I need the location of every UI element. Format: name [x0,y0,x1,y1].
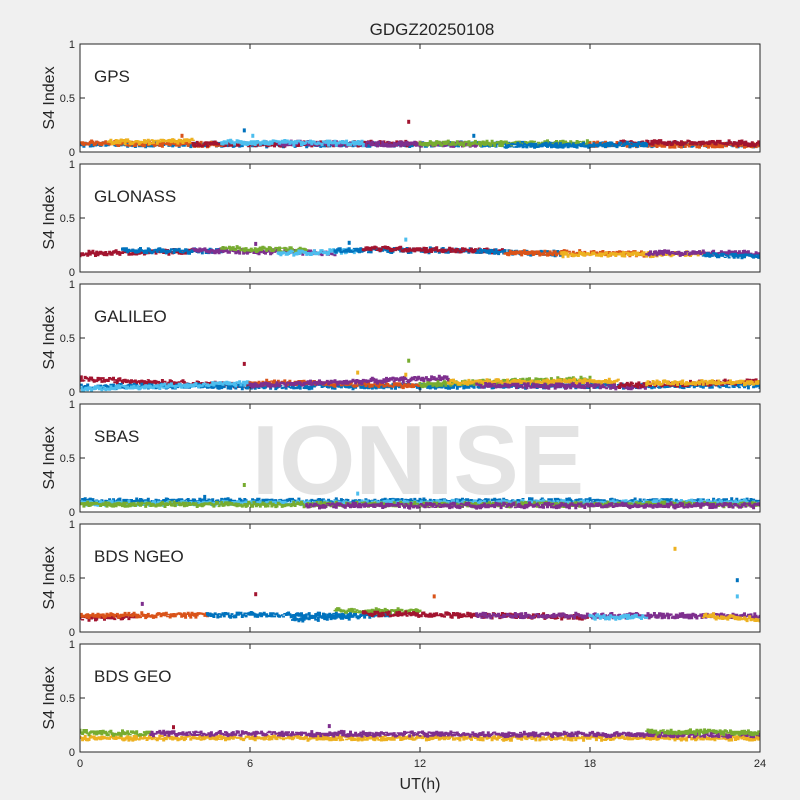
chart-title: GDGZ20250108 [370,20,495,39]
y-tick-label: 0.5 [60,93,75,105]
data-point [180,133,184,138]
data-point [432,594,436,599]
y-tick-label: 0 [69,387,75,399]
x-axis-label: UT(h) [400,776,441,793]
series-trace [305,501,760,510]
panel-label: BDS NGEO [94,547,184,566]
panel-label: GPS [94,67,130,86]
y-tick-label: 0 [69,747,75,759]
panel-label: GALILEO [94,307,167,326]
y-tick-label: 0 [69,627,75,639]
series-trace [248,374,450,389]
y-axis-label: S4 Index [41,306,58,369]
y-axis-label: S4 Index [41,546,58,609]
data-point [735,578,739,583]
subplot-stack: 0 0.5 1 GPS S4 Index 0 0.5 1 GLONASS S4 Index 0 0.5… [41,39,761,759]
series-group [80,358,760,392]
data-point [472,133,476,138]
y-tick-label: 0 [69,267,75,279]
data-point [251,133,255,138]
y-tick-label: 1 [69,39,75,51]
y-tick-label: 0.5 [60,453,75,465]
data-point [356,491,360,496]
series-group [80,546,760,623]
panel-label: SBAS [94,427,139,446]
data-point [242,483,246,487]
watermark-ionise: IONISE [252,405,584,515]
x-tick-label: 6 [247,758,253,770]
series-trace [80,380,252,392]
data-point [735,594,739,599]
y-tick-label: 1 [69,519,75,531]
data-point [203,494,207,499]
series-group [80,119,760,149]
data-point [404,237,408,242]
data-point [254,241,258,246]
y-axis-label: S4 Index [41,66,58,129]
series-trace [106,137,195,146]
plot-area [80,44,760,152]
plot-area [80,404,760,512]
y-tick-label: 0.5 [60,213,75,225]
series-trace [80,611,209,620]
data-point [254,592,258,597]
series-trace [475,382,649,391]
panel-sbas: 0 0.5 1 SBAS S4 Index [41,399,761,519]
panel-bds-geo: 0 0.5 1 BDS GEO S4 Index [41,639,761,759]
data-point [140,601,144,606]
panel-label: BDS GEO [94,667,171,686]
series-trace [701,612,760,623]
x-tick-label: 24 [754,758,766,770]
y-tick-label: 1 [69,279,75,291]
y-tick-label: 0.5 [60,333,75,345]
y-axis-label: S4 Index [41,666,58,729]
data-point [242,361,246,366]
data-point [242,128,246,133]
series-trace [291,613,351,623]
y-tick-label: 1 [69,639,75,651]
x-tick-label: 12 [414,758,426,770]
panel-gps: 0 0.5 1 GPS S4 Index [41,39,761,159]
x-tick-label: 0 [77,758,83,770]
plot-area [80,284,760,392]
series-trace [701,252,760,260]
data-point [327,724,331,729]
y-tick-label: 0.5 [60,693,75,705]
y-axis-label: S4 Index [41,426,58,489]
data-point [404,372,408,377]
series-trace [220,138,365,148]
y-axis-label: S4 Index [41,186,58,249]
panel-label: GLONASS [94,187,176,206]
data-point [673,546,677,551]
data-point [407,119,411,124]
series-trace [645,379,760,387]
series-group [80,237,760,260]
series-group [80,724,760,742]
data-point [172,725,175,730]
x-tick-label: 18 [584,758,596,770]
series-trace [588,613,649,621]
y-tick-label: 0 [69,507,75,519]
series-trace [645,728,760,737]
y-tick-label: 0 [69,147,75,159]
series-trace [503,140,649,149]
panel-galileo: 0 0.5 1 GALILEO S4 Index [41,279,761,399]
x-axis: 0 6 12 18 24 [77,758,766,770]
y-tick-label: 0.5 [60,573,75,585]
panel-bds-ngeo: 0 0.5 1 BDS NGEO S4 Index [41,519,761,639]
data-point [407,358,411,363]
series-group [80,483,760,510]
panel-glonass: 0 0.5 1 GLONASS S4 Index [41,159,761,279]
data-point [356,370,360,375]
data-point [347,240,351,245]
y-tick-label: 1 [69,159,75,171]
y-tick-label: 1 [69,399,75,411]
series-trace [80,728,153,737]
